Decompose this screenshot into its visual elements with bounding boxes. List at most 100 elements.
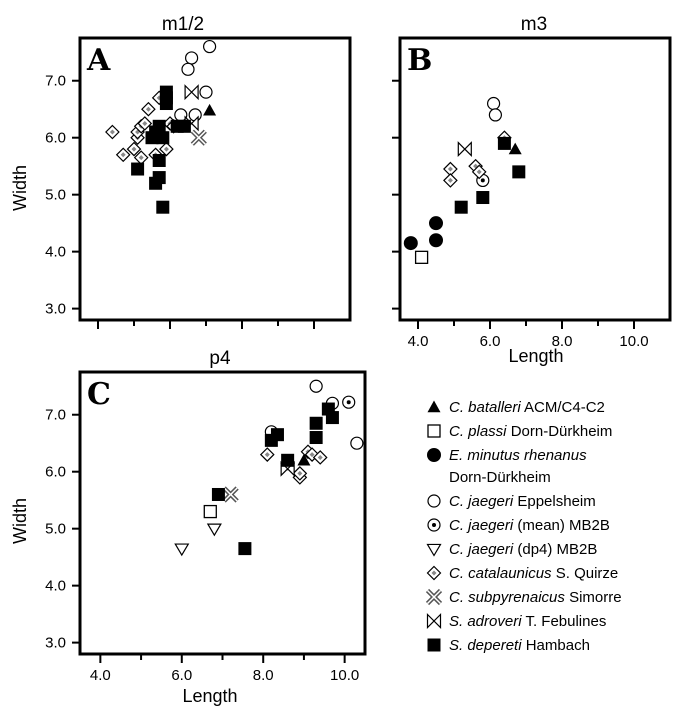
- panel-b-title: m3: [521, 14, 547, 35]
- panel-b-letter: B: [407, 43, 432, 78]
- panel-b-xtick-label: 6.0: [480, 333, 501, 350]
- panel-b-xtick-label: 10.0: [619, 333, 648, 350]
- legend-marker-bowtie: [426, 613, 442, 629]
- panel-a-point-open-circle: [203, 39, 217, 54]
- panel-c-point-open-triangle-down: [206, 523, 222, 537]
- panel-c-xlabel: Length: [182, 686, 237, 706]
- panel-b-xlabel: Length: [508, 346, 563, 366]
- panel-b-xtick-label: 8.0: [552, 333, 573, 350]
- panel-c-point-diamond: [259, 447, 275, 462]
- panel-a-point-diamond: [133, 150, 149, 165]
- panel-b-point-filled-circle: [429, 233, 443, 248]
- panel-a-point-diamond: [115, 147, 131, 163]
- legend: C. batalleri ACM/C4-C2 C. plassi Dorn-Dür…: [425, 399, 622, 654]
- panel-c-point-dotted-circle: [342, 395, 356, 409]
- panel-c-point-open-circle: [309, 379, 323, 393]
- legend-marker-dotted-circle: [427, 518, 441, 532]
- panel-b-point-filled-square: [476, 191, 490, 205]
- panel-a-ytick-label: 3.0: [45, 301, 66, 318]
- panel-a-point-filled-square: [149, 176, 163, 190]
- panel-b-point-diamond: [443, 173, 458, 188]
- panel-c: p4 C Width Length 3.0 4.0 5.0 6.0 7.0 4.0 6.0 8…: [10, 348, 367, 706]
- panel-a-point-diamond: [126, 141, 142, 157]
- panel-c-point-filled-square: [238, 542, 252, 556]
- panel-a-point-open-circle: [181, 62, 195, 76]
- panel-c-xtick-label: 4.0: [90, 667, 111, 684]
- panel-c-point-diamond: [292, 466, 308, 481]
- legend-item: E. minutus rhenanus Dorn-Dürkheim: [427, 447, 587, 486]
- panel-c-ytick-label: 5.0: [45, 521, 66, 538]
- panel-c-letter: C: [87, 377, 111, 412]
- panel-a-frame: [78, 36, 352, 322]
- panel-c-point-filled-square: [309, 416, 323, 430]
- panel-c-point-filled-square: [281, 453, 295, 467]
- panel-a-point-diamond: [141, 101, 156, 117]
- panel-b: m3 B Length 4.0 6.0 8.0 10.0: [392, 14, 672, 366]
- panel-c-ticks: 3.0 4.0 5.0 6.0 7.0 4.0 6.0 8.0 10.0: [45, 407, 359, 684]
- panel-b-ticks: 4.0 6.0 8.0 10.0: [392, 79, 649, 350]
- panel-a-point-x-cross: [190, 129, 207, 146]
- panel-b-point-filled-circle: [403, 236, 418, 251]
- panel-a-points: [105, 39, 217, 214]
- panel-a-point-filled-triangle: [203, 103, 217, 116]
- panel-b-point-filled-square: [454, 200, 468, 214]
- legend-marker-open-square: [427, 424, 441, 438]
- legend-marker-diamond: [426, 565, 442, 581]
- panel-c-point-filled-square: [325, 411, 339, 425]
- panel-a-ytick-label: 5.0: [45, 187, 66, 204]
- legend-label: C. batalleri ACM/C4-C2: [449, 399, 605, 416]
- panel-a-point-diamond: [159, 141, 174, 157]
- panel-a-point-filled-square: [145, 131, 159, 145]
- legend-label: E. minutus rhenanus: [449, 447, 587, 464]
- panel-b-point-diamond: [471, 164, 487, 180]
- panel-c-title: p4: [209, 348, 231, 369]
- panel-b-point-bowtie: [457, 141, 472, 158]
- panel-c-point-filled-square: [211, 487, 225, 501]
- legend-item: C. batalleri ACM/C4-C2: [427, 399, 605, 416]
- legend-marker-filled-triangle: [427, 400, 441, 413]
- panel-b-point-filled-triangle: [508, 142, 522, 155]
- panel-a-ylabel: Width: [10, 165, 30, 211]
- panel-a-point-filled-square: [156, 131, 170, 145]
- legend-item: S. depereti Hambach: [427, 637, 590, 654]
- panel-c-xtick-label: 8.0: [253, 667, 274, 684]
- panel-a-ticks: 3.0 4.0 5.0 6.0 7.0: [45, 73, 315, 329]
- panel-b-point-filled-square: [512, 165, 526, 179]
- panel-c-ytick-label: 6.0: [45, 464, 66, 481]
- legend-marker-open-circle: [427, 494, 441, 508]
- panel-a-ytick-label: 6.0: [45, 130, 66, 147]
- panel-c-xtick-label: 10.0: [330, 667, 359, 684]
- panel-a-ytick-label: 4.0: [45, 244, 66, 261]
- panel-c-points: [174, 379, 364, 557]
- panel-a-point-bowtie: [184, 84, 199, 101]
- panel-c-point-filled-square: [309, 431, 323, 445]
- panel-b-point-open-circle: [488, 108, 502, 122]
- legend-label: S. depereti Hambach: [449, 637, 590, 654]
- legend-item: C. catalaunicus S. Quirze: [426, 565, 618, 582]
- panel-a-point-filled-square: [152, 153, 166, 167]
- panel-a-point-filled-square: [156, 200, 170, 214]
- panel-c-ytick-label: 4.0: [45, 578, 66, 595]
- panel-c-point-open-square: [203, 504, 217, 519]
- panel-c-ylabel: Width: [10, 498, 30, 544]
- legend-label: S. adroveri T. Febulines: [449, 613, 606, 630]
- legend-label: C. subpyrenaicus Simorre: [449, 589, 622, 606]
- panel-c-xtick-label: 6.0: [171, 667, 192, 684]
- panel-a-point-filled-square: [159, 97, 173, 111]
- legend-item: C. subpyrenaicus Simorre: [425, 588, 622, 606]
- panel-b-point-filled-circle: [429, 216, 443, 231]
- panel-a-point-diamond: [137, 116, 153, 131]
- panel-c-ytick-label: 3.0: [45, 635, 66, 652]
- panel-a-point-filled-square: [131, 162, 145, 176]
- legend-label: C. jaegeri Eppelsheim: [449, 493, 596, 510]
- legend-marker-open-triangle-down: [426, 543, 442, 557]
- legend-item: S. adroveri T. Febulines: [426, 613, 606, 630]
- legend-label-line2: Dorn-Dürkheim: [449, 469, 551, 486]
- panel-a-point-open-circle: [185, 51, 199, 65]
- legend-item: C. jaegeri Eppelsheim: [427, 493, 596, 510]
- legend-marker-filled-square: [427, 638, 441, 652]
- panel-c-point-filled-square: [270, 428, 284, 442]
- panel-c-point-open-triangle-down: [174, 543, 190, 557]
- panel-a-point-filled-square: [170, 119, 184, 133]
- panel-a-ytick-label: 7.0: [45, 73, 66, 90]
